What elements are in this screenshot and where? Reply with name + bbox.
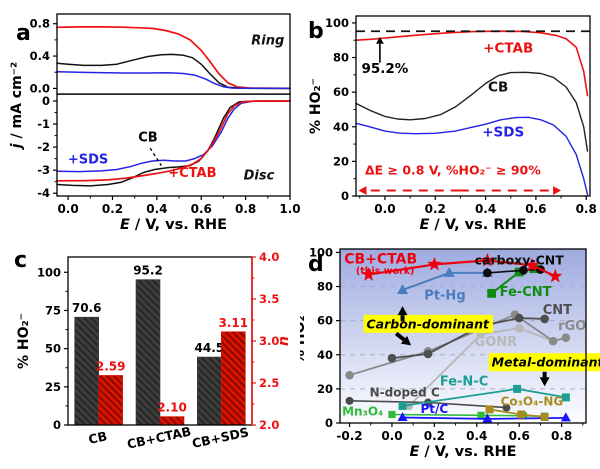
svg-text:0.2: 0.2 xyxy=(102,202,123,216)
svg-text:100: 100 xyxy=(325,16,349,30)
svg-text:80: 80 xyxy=(317,280,333,294)
svg-text:% HO₂⁻: % HO₂⁻ xyxy=(16,313,32,369)
svg-text:50: 50 xyxy=(45,342,61,356)
svg-text:Ring: Ring xyxy=(251,34,284,49)
svg-text:0.4: 0.4 xyxy=(30,49,50,63)
panel-c-bar-chart: 70.6 2.59 CB 95.2 2.10 CB+CTAB 44.5 3.11 CB+SDS 0… xyxy=(14,248,292,452)
svg-text:0.4: 0.4 xyxy=(475,202,496,216)
svg-text:Fe-N-C: Fe-N-C xyxy=(440,374,488,389)
svg-text:-1: -1 xyxy=(37,117,50,131)
svg-text:E / V, vs. RHE: E / V, vs. RHE xyxy=(419,217,526,233)
svg-text:40: 40 xyxy=(333,120,349,134)
svg-text:n: n xyxy=(276,336,292,346)
svg-text:Fe-CNT: Fe-CNT xyxy=(500,285,552,300)
svg-text:0: 0 xyxy=(341,189,349,203)
svg-text:1.0: 1.0 xyxy=(279,202,300,216)
svg-text:j / mA cm⁻²: j / mA cm⁻² xyxy=(9,62,25,150)
svg-text:0.6: 0.6 xyxy=(191,202,212,216)
svg-text:CNT: CNT xyxy=(543,303,572,318)
svg-text:100: 100 xyxy=(309,245,333,259)
svg-text:3.0: 3.0 xyxy=(259,334,279,348)
svg-text:4.0: 4.0 xyxy=(259,250,279,264)
svg-text:70.6: 70.6 xyxy=(72,301,102,315)
panel-d-catalyst-comparison-chart: CB+CTAB(this work) carboxy-CNT Pt-Hg Fe-CNT… xyxy=(300,245,600,460)
svg-text:95.2: 95.2 xyxy=(133,264,163,278)
svg-text:GONR: GONR xyxy=(475,335,518,350)
svg-text:CB+SDS: CB+SDS xyxy=(191,424,250,451)
svg-text:2.0: 2.0 xyxy=(259,418,279,432)
svg-text:0: 0 xyxy=(325,416,333,430)
svg-text:CB: CB xyxy=(488,79,508,95)
svg-text:0.0: 0.0 xyxy=(374,202,395,216)
svg-text:0.6: 0.6 xyxy=(525,202,546,216)
svg-text:100: 100 xyxy=(37,265,61,279)
svg-text:44.5: 44.5 xyxy=(195,341,225,355)
svg-text:+SDS: +SDS xyxy=(482,124,524,140)
svg-text:20: 20 xyxy=(317,382,333,396)
svg-text:0.8: 0.8 xyxy=(576,202,597,216)
svg-text:40: 40 xyxy=(317,348,333,362)
svg-text:+SDS: +SDS xyxy=(68,152,108,167)
svg-text:E / V, vs. RHE: E / V, vs. RHE xyxy=(409,444,516,460)
svg-text:Pt-Hg: Pt-Hg xyxy=(424,288,465,303)
svg-text:2.5: 2.5 xyxy=(259,376,279,390)
svg-text:0.8: 0.8 xyxy=(551,429,572,443)
svg-text:CB+CTAB: CB+CTAB xyxy=(126,423,193,451)
panel-a-ring-disc-chart: Ring 0.0 0.4 0.8 CB +SDS +CTAB Disc 0 -1 -2 -3 -4 0.0… xyxy=(9,13,300,233)
svg-text:Disc: Disc xyxy=(244,168,275,183)
svg-text:CB: CB xyxy=(138,130,157,145)
svg-text:b: b xyxy=(308,19,324,44)
svg-text:60: 60 xyxy=(333,85,349,99)
svg-text:carboxy-CNT: carboxy-CNT xyxy=(475,253,565,268)
svg-text:0.0: 0.0 xyxy=(57,202,78,216)
svg-text:rGO: rGO xyxy=(558,319,586,334)
svg-text:E / V, vs. RHE: E / V, vs. RHE xyxy=(120,217,227,233)
svg-text:0.8: 0.8 xyxy=(235,202,256,216)
svg-text:-4: -4 xyxy=(37,186,50,200)
svg-text:+CTAB: +CTAB xyxy=(168,166,216,181)
panel-b-ho2-selectivity-chart: 95.2% +CTAB CB +SDS ΔE ≥ 0.8 V, %HO₂⁻ ≥ 90% 0… xyxy=(308,15,597,233)
svg-text:Metal-dominant: Metal-dominant xyxy=(492,355,600,370)
svg-text:0: 0 xyxy=(53,418,61,432)
svg-text:-3: -3 xyxy=(37,163,50,177)
svg-text:CB+CTAB: CB+CTAB xyxy=(344,252,417,268)
svg-text:3.5: 3.5 xyxy=(259,292,279,306)
svg-text:0: 0 xyxy=(42,94,50,108)
svg-text:N-doped C: N-doped C xyxy=(370,386,440,400)
svg-text:(this work): (this work) xyxy=(356,266,415,277)
svg-text:0.4: 0.4 xyxy=(146,202,167,216)
svg-text:a: a xyxy=(16,21,31,46)
svg-text:Co₃O₄-NG: Co₃O₄-NG xyxy=(501,394,564,408)
svg-text:20: 20 xyxy=(333,154,349,168)
svg-text:0.0: 0.0 xyxy=(30,81,50,95)
svg-text:80: 80 xyxy=(333,51,349,65)
svg-text:c: c xyxy=(14,248,27,273)
svg-text:0.8: 0.8 xyxy=(30,17,50,31)
svg-text:60: 60 xyxy=(317,314,333,328)
svg-text:0.0: 0.0 xyxy=(381,429,402,443)
svg-text:ΔE ≥ 0.8 V, %HO₂⁻ ≥ 90%: ΔE ≥ 0.8 V, %HO₂⁻ ≥ 90% xyxy=(365,162,541,177)
svg-text:% HO₂⁻: % HO₂⁻ xyxy=(308,78,324,134)
svg-text:CB: CB xyxy=(87,428,108,447)
svg-text:-0.2: -0.2 xyxy=(336,429,362,443)
svg-text:2.10: 2.10 xyxy=(157,401,187,415)
svg-text:0.4: 0.4 xyxy=(466,429,487,443)
svg-text:0.2: 0.2 xyxy=(425,202,446,216)
svg-text:d: d xyxy=(308,252,324,277)
svg-text:% HO₂⁻: % HO₂⁻ xyxy=(300,308,308,364)
svg-text:Carbon-dominant: Carbon-dominant xyxy=(367,316,490,331)
svg-text:+CTAB: +CTAB xyxy=(483,40,533,56)
svg-text:0.6: 0.6 xyxy=(509,429,530,443)
svg-text:95.2%: 95.2% xyxy=(362,61,409,77)
svg-text:-2: -2 xyxy=(37,140,50,154)
svg-text:75: 75 xyxy=(45,303,61,317)
svg-text:Pt/C: Pt/C xyxy=(421,402,449,416)
svg-text:2.59: 2.59 xyxy=(96,359,126,373)
svg-text:Mn₃O₄: Mn₃O₄ xyxy=(342,405,383,419)
svg-text:25: 25 xyxy=(45,380,61,394)
svg-text:0.2: 0.2 xyxy=(424,429,445,443)
svg-text:3.11: 3.11 xyxy=(219,316,249,330)
